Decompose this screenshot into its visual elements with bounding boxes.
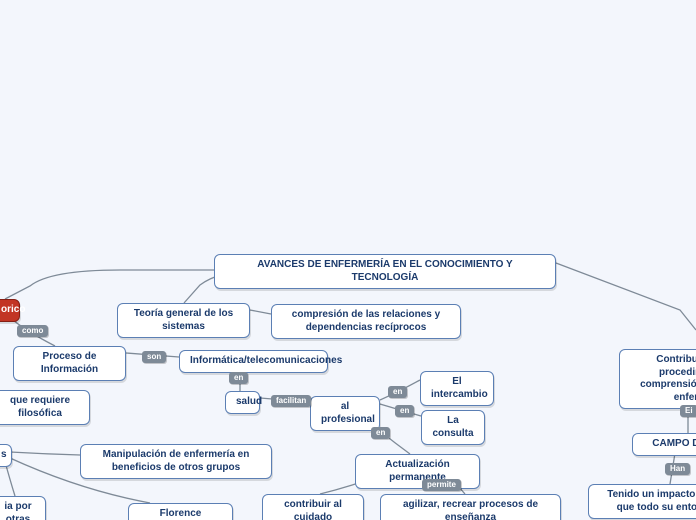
- edge-label-en-2: en: [388, 386, 407, 398]
- node-intercambio[interactable]: El intercambio: [420, 371, 494, 406]
- node-otras[interactable]: ia por otras: [0, 496, 46, 520]
- node-requiere[interactable]: que requiere filosófica: [0, 390, 90, 425]
- node-profesional[interactable]: al profesional: [310, 396, 380, 431]
- edge-label-en-3: en: [395, 405, 414, 417]
- node-contribuir-mejor[interactable]: Contribuir al mejo procedimientos , comp…: [619, 349, 696, 409]
- node-informatica[interactable]: Informática/telecomunicaciones: [179, 350, 328, 373]
- edge-label-facilitan: facilitan: [271, 395, 311, 407]
- node-compresion[interactable]: compresión de las relaciones y dependenc…: [271, 304, 461, 339]
- node-actualizacion[interactable]: Actualización permanente: [355, 454, 480, 489]
- edge-label-ei: Ei: [680, 405, 696, 417]
- node-contribuir-cuidado[interactable]: contribuir al cuidado: [262, 494, 364, 520]
- node-florence[interactable]: Florence Nigthingale: [128, 503, 233, 520]
- edge-label-permite: permite: [422, 479, 461, 491]
- edge-label-son: son: [142, 351, 166, 363]
- edge-label-como: como: [17, 325, 48, 337]
- node-tenido-impacto[interactable]: Tenido un impacto mayor, manera que todo…: [588, 484, 696, 519]
- node-row-s[interactable]: s: [0, 444, 12, 467]
- node-consulta[interactable]: La consulta: [421, 410, 485, 445]
- node-orico[interactable]: orico: [0, 299, 20, 322]
- node-root[interactable]: AVANCES DE ENFERMERÍA EN EL CONOCIMIENTO…: [214, 254, 556, 289]
- node-salud[interactable]: salud: [225, 391, 260, 414]
- node-teoria-general[interactable]: Teoría general de los sistemas: [117, 303, 250, 338]
- edge-label-en-4: en: [371, 427, 390, 439]
- node-manipulacion[interactable]: Manipulación de enfermería en beneficios…: [80, 444, 272, 479]
- node-proceso-informacion[interactable]: Proceso de Información: [13, 346, 126, 381]
- edge-label-en-1: en: [229, 372, 248, 384]
- edge-label-han: Han: [665, 463, 690, 475]
- node-agilizar[interactable]: agilizar, recrear procesos de enseñanza: [380, 494, 561, 520]
- node-campo[interactable]: CAMPO DE ENFI: [632, 433, 696, 456]
